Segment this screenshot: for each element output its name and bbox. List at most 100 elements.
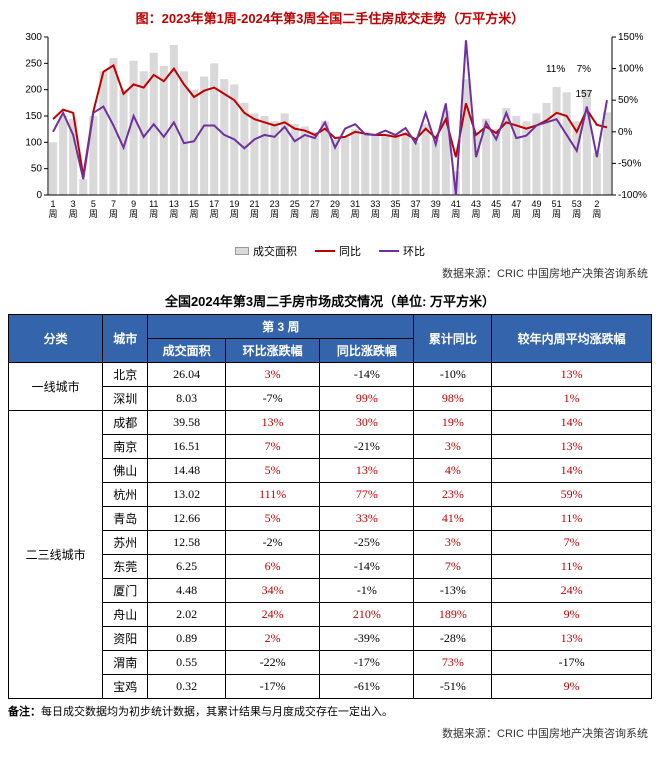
cell-city: 东莞 <box>103 555 148 579</box>
cell-area: 26.04 <box>148 363 226 387</box>
cell-area: 39.58 <box>148 411 226 435</box>
svg-text:周: 周 <box>451 209 460 219</box>
th-cat: 分类 <box>9 315 103 363</box>
cell-city: 南京 <box>103 435 148 459</box>
svg-text:周: 周 <box>391 209 400 219</box>
th-mom: 环比涨跌幅 <box>226 339 320 363</box>
svg-text:2: 2 <box>594 199 599 209</box>
svg-text:3: 3 <box>71 199 76 209</box>
cell-cum: 7% <box>414 555 492 579</box>
th-area: 成交面积 <box>148 339 226 363</box>
table-row: 佛山14.485%13%4%14% <box>9 459 652 483</box>
svg-text:47: 47 <box>511 199 521 209</box>
chart-svg: 050100150200250300-100%-50%0%50%100%150%… <box>10 31 650 241</box>
cell-area: 14.48 <box>148 459 226 483</box>
svg-text:周: 周 <box>532 209 541 219</box>
cell-cum: 4% <box>414 459 492 483</box>
svg-text:周: 周 <box>472 209 481 219</box>
svg-text:5: 5 <box>91 199 96 209</box>
cell-avg: 13% <box>492 363 652 387</box>
cell-avg: 13% <box>492 627 652 651</box>
cell-yoy: 210% <box>320 603 414 627</box>
cell-cum: -28% <box>414 627 492 651</box>
svg-text:45: 45 <box>491 199 501 209</box>
cell-avg: 11% <box>492 507 652 531</box>
svg-text:157: 157 <box>575 89 592 100</box>
svg-text:21: 21 <box>249 199 259 209</box>
cell-yoy: -39% <box>320 627 414 651</box>
legend-label: 成交面积 <box>253 243 297 259</box>
svg-text:周: 周 <box>210 209 219 219</box>
svg-text:33: 33 <box>370 199 380 209</box>
svg-text:周: 周 <box>250 209 259 219</box>
cell-mom: -22% <box>226 651 320 675</box>
cell-avg: 9% <box>492 675 652 699</box>
legend-item: 环比 <box>379 243 425 259</box>
cell-city: 舟山 <box>103 603 148 627</box>
svg-text:周: 周 <box>69 209 78 219</box>
svg-text:周: 周 <box>371 209 380 219</box>
svg-text:周: 周 <box>230 209 239 219</box>
svg-text:29: 29 <box>330 199 340 209</box>
legend-label: 同比 <box>339 243 361 259</box>
svg-text:43: 43 <box>471 199 481 209</box>
cell-mom: 2% <box>226 627 320 651</box>
svg-text:周: 周 <box>331 209 340 219</box>
cell-city: 佛山 <box>103 459 148 483</box>
cell-area: 12.66 <box>148 507 226 531</box>
cell-yoy: 99% <box>320 387 414 411</box>
th-week3: 第 3 周 <box>148 315 414 339</box>
svg-text:49: 49 <box>531 199 541 209</box>
th-cum: 累计同比 <box>414 315 492 363</box>
table-note: 备注：每日成交数据均为初步统计数据，其累计结果与月度成交存在一定出入。 <box>8 703 652 719</box>
table-row: 南京16.517%-21%3%13% <box>9 435 652 459</box>
svg-text:50%: 50% <box>618 95 638 106</box>
table-row: 宝鸡0.32-17%-61%-51%9% <box>9 675 652 699</box>
svg-text:周: 周 <box>129 209 138 219</box>
cell-category: 一线城市 <box>9 363 103 411</box>
svg-text:周: 周 <box>190 209 199 219</box>
cell-area: 13.02 <box>148 483 226 507</box>
cell-mom: -7% <box>226 387 320 411</box>
cell-mom: 6% <box>226 555 320 579</box>
svg-text:27: 27 <box>310 199 320 209</box>
table-title: 全国2024年第3周二手房市场成交情况（单位: 万平方米） <box>8 291 652 310</box>
chart-source: 数据来源：CRIC 中国房地产决策咨询系统 <box>8 265 648 281</box>
table-source: 数据来源：CRIC 中国房地产决策咨询系统 <box>8 725 648 741</box>
cell-mom: 7% <box>226 435 320 459</box>
cell-cum: 73% <box>414 651 492 675</box>
svg-text:周: 周 <box>310 209 319 219</box>
cell-mom: 3% <box>226 363 320 387</box>
svg-text:周: 周 <box>552 209 561 219</box>
svg-text:周: 周 <box>89 209 98 219</box>
svg-text:150%: 150% <box>618 32 644 43</box>
cell-city: 渭南 <box>103 651 148 675</box>
cell-area: 0.55 <box>148 651 226 675</box>
cell-cum: 3% <box>414 531 492 555</box>
svg-text:1: 1 <box>51 199 56 209</box>
svg-text:7: 7 <box>111 199 116 209</box>
svg-text:周: 周 <box>169 209 178 219</box>
svg-text:周: 周 <box>572 209 581 219</box>
svg-text:51: 51 <box>552 199 562 209</box>
cell-mom: -17% <box>226 675 320 699</box>
svg-text:31: 31 <box>350 199 360 209</box>
table-row: 杭州13.02111%77%23%59% <box>9 483 652 507</box>
cell-yoy: -25% <box>320 531 414 555</box>
table-row: 深圳8.03-7%99%98%1% <box>9 387 652 411</box>
cell-area: 0.89 <box>148 627 226 651</box>
svg-text:250: 250 <box>25 58 42 69</box>
cell-mom: 24% <box>226 603 320 627</box>
cell-cum: -51% <box>414 675 492 699</box>
cell-avg: 14% <box>492 411 652 435</box>
svg-text:周: 周 <box>431 209 440 219</box>
cell-city: 青岛 <box>103 507 148 531</box>
table-body: 一线城市北京26.043%-14%-10%13%深圳8.03-7%99%98%1… <box>9 363 652 699</box>
cell-avg: 13% <box>492 435 652 459</box>
table-row: 苏州12.58-2%-25%3%7% <box>9 531 652 555</box>
svg-text:0: 0 <box>36 190 42 201</box>
cell-yoy: 13% <box>320 459 414 483</box>
cell-mom: 13% <box>226 411 320 435</box>
cell-mom: 5% <box>226 507 320 531</box>
svg-text:13: 13 <box>169 199 179 209</box>
